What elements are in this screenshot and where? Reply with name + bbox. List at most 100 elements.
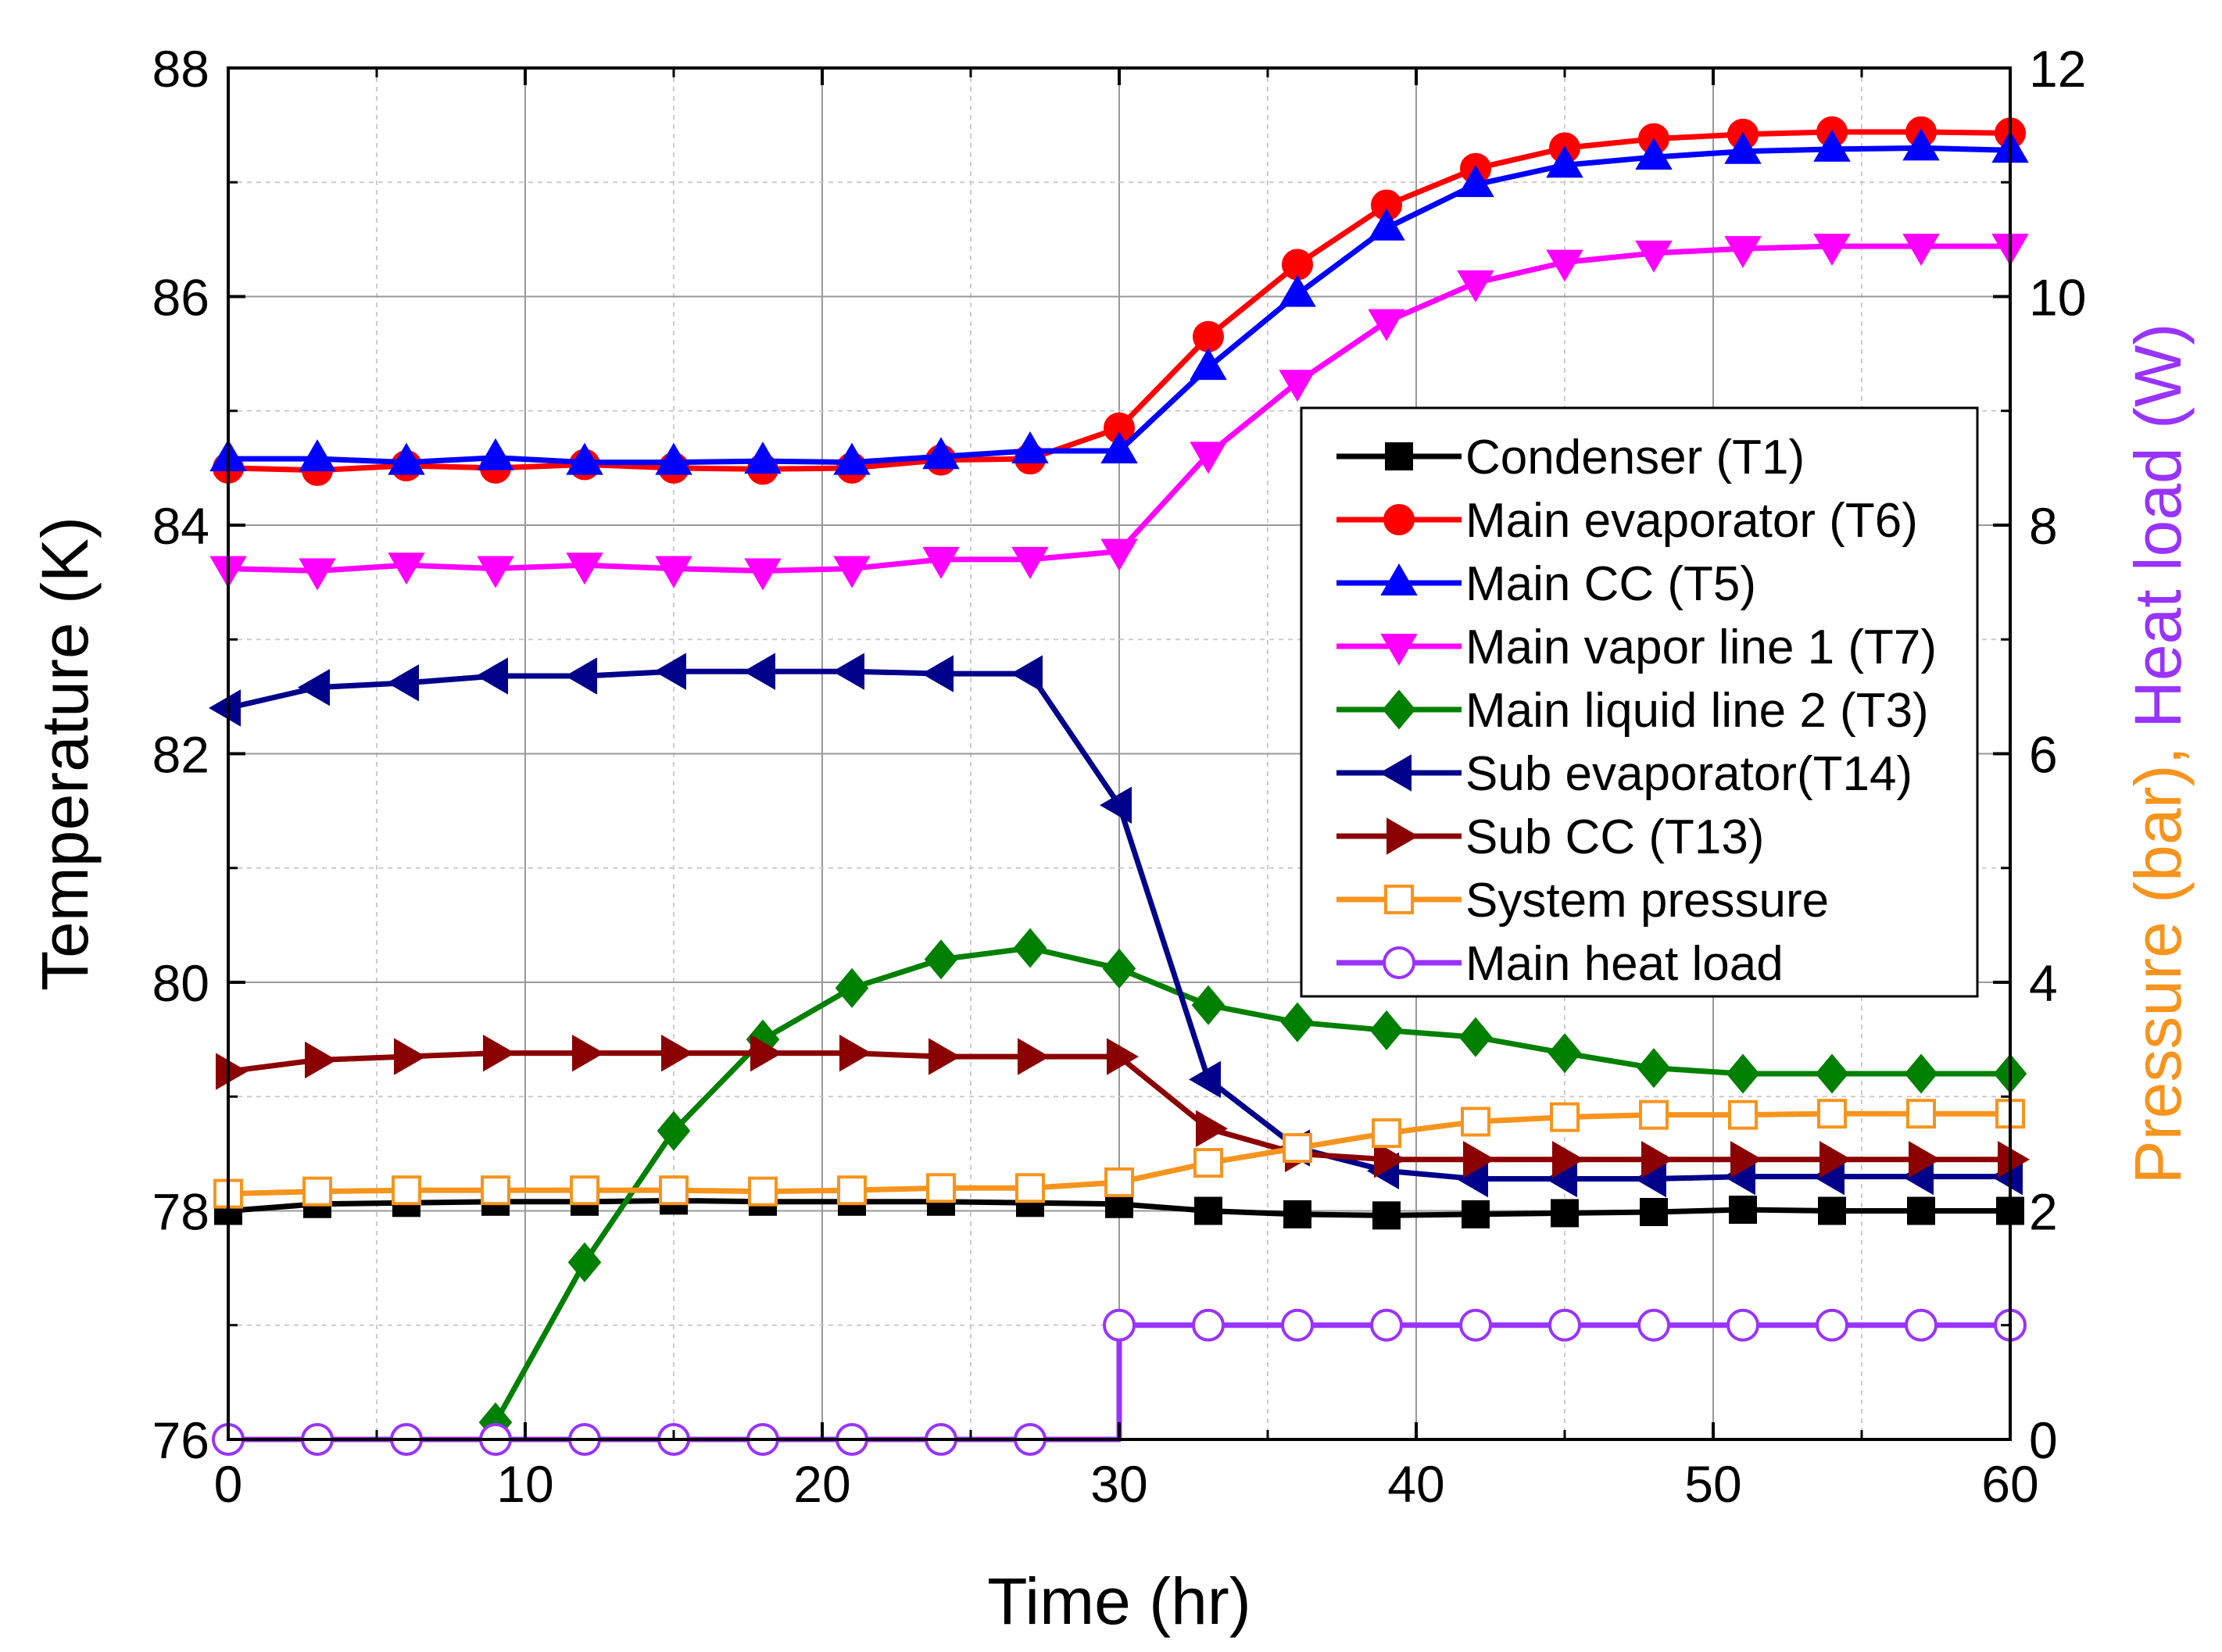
- legend-entry: Sub evaporator(T14): [1336, 747, 1912, 801]
- data-point: [567, 1242, 602, 1282]
- y-tick-label: 84: [152, 497, 209, 555]
- legend-entry: Sub CC (T13): [1336, 810, 1764, 864]
- x-tick-label: 0: [214, 1455, 243, 1513]
- legend-entry: System pressure: [1336, 874, 1829, 928]
- y-tick-label: 78: [152, 1183, 209, 1241]
- data-point: [1817, 1099, 1847, 1129]
- data-point: [1018, 1038, 1050, 1075]
- data-point: [1552, 1140, 1584, 1178]
- data-point: [1815, 1053, 1849, 1094]
- data-point: [1548, 1033, 1582, 1074]
- data-point: [1639, 1100, 1669, 1130]
- data-point: [1907, 1196, 1935, 1225]
- x-tick-label: 30: [1090, 1455, 1147, 1513]
- y-axis-title: Temperature (K): [28, 517, 102, 991]
- data-point: [832, 653, 864, 690]
- data-point: [833, 442, 871, 475]
- data-point: [1998, 1140, 2030, 1178]
- data-point: [299, 439, 336, 472]
- data-point: [209, 689, 241, 727]
- data-point: [1550, 1102, 1580, 1132]
- legend-entry: Main vapor line 1 (T7): [1336, 620, 1937, 674]
- data-point: [926, 1173, 956, 1203]
- data-point: [1724, 131, 1762, 164]
- y2-tick-label: 2: [2029, 1183, 2058, 1241]
- legend-swatch-marker: [1382, 689, 1416, 730]
- legend-entry: Main CC (T5): [1336, 557, 1756, 611]
- data-point: [1902, 128, 1940, 161]
- data-point: [1635, 138, 1673, 170]
- data-point: [1190, 442, 1227, 474]
- data-point: [1283, 1133, 1312, 1164]
- data-point: [1904, 1053, 1938, 1094]
- data-point: [1458, 1017, 1493, 1057]
- y-tick-label: 88: [152, 40, 209, 98]
- series-2: [209, 128, 2029, 475]
- legend-label: Main heat load: [1465, 937, 1784, 991]
- y2-title-part: Pressure (bar): [2121, 765, 2195, 1185]
- data-point: [476, 657, 508, 695]
- legend-entry: Main liquid line 2 (T3): [1336, 684, 1929, 738]
- data-point: [1905, 1308, 1938, 1342]
- data-point: [1546, 145, 1583, 178]
- data-point: [657, 1110, 691, 1151]
- data-point: [1194, 1196, 1222, 1225]
- legend-entry: Main evaporator (T6): [1336, 494, 1918, 548]
- data-point: [477, 556, 514, 588]
- x-tick-label: 20: [793, 1455, 850, 1513]
- legend-swatch-marker: [1380, 634, 1418, 666]
- data-point: [1726, 1308, 1759, 1342]
- legend-swatch-marker: [1383, 504, 1415, 535]
- legend-label: Sub evaporator(T14): [1465, 747, 1912, 801]
- data-point: [1457, 165, 1494, 198]
- y2-tick-label: 0: [2029, 1411, 2058, 1469]
- data-point: [837, 1175, 867, 1206]
- legend-swatch-marker: [1380, 563, 1418, 595]
- series-5: [209, 653, 2023, 1198]
- data-point: [394, 1038, 426, 1075]
- data-point: [1548, 1308, 1581, 1342]
- data-point: [481, 1175, 510, 1206]
- y-tick-label: 76: [152, 1411, 209, 1469]
- y-tick-label: 82: [152, 726, 209, 784]
- data-point: [748, 1176, 778, 1207]
- data-point: [1369, 1010, 1404, 1050]
- legend-entry: Main heat load: [1336, 937, 1784, 991]
- series-6: [216, 1034, 2030, 1178]
- y2-title-part: ,: [2121, 728, 2195, 765]
- series-3: [209, 234, 2029, 591]
- data-point: [1190, 348, 1227, 381]
- data-point: [835, 967, 869, 1008]
- data-point: [1192, 1308, 1225, 1342]
- data-point: [1902, 234, 1940, 266]
- data-point: [1100, 538, 1138, 571]
- data-point: [570, 1175, 599, 1206]
- data-point: [1100, 786, 1132, 824]
- data-point: [566, 552, 603, 585]
- data-point: [929, 1038, 961, 1075]
- data-point: [1279, 370, 1316, 402]
- data-point: [1100, 431, 1138, 463]
- data-point: [1813, 234, 1851, 266]
- data-point: [654, 653, 686, 690]
- data-point: [1729, 1196, 1757, 1225]
- legend: Condenser (T1) Main evaporator (T6) Main C…: [1300, 406, 1979, 998]
- data-point: [1281, 1308, 1314, 1342]
- legend-label: Sub CC (T13): [1465, 810, 1764, 864]
- data-point: [839, 1034, 871, 1072]
- data-point: [1641, 1140, 1673, 1178]
- data-point: [921, 655, 954, 692]
- data-point: [1724, 236, 1762, 269]
- legend-entry: Condenser (T1): [1336, 431, 1805, 485]
- data-point: [1459, 1308, 1492, 1342]
- data-point: [1102, 948, 1136, 989]
- data-point: [1196, 1110, 1228, 1147]
- data-point: [1546, 249, 1583, 282]
- data-point: [1107, 1038, 1139, 1075]
- data-point: [388, 552, 425, 585]
- data-point: [1283, 1200, 1311, 1228]
- data-point: [1193, 320, 1224, 352]
- y2-title-part: Heat load (W): [2121, 324, 2195, 728]
- legend-swatch-marker: [1385, 442, 1413, 470]
- data-point: [572, 1034, 604, 1072]
